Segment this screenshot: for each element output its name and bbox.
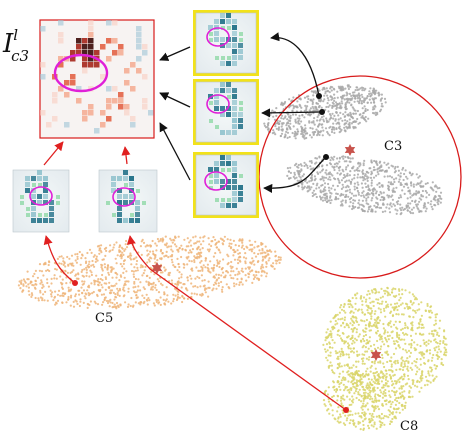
cluster-c3-points — [263, 84, 443, 216]
focus-ellipse — [204, 171, 228, 191]
cluster-c5-label: C5 — [95, 311, 113, 326]
focus-ellipse — [206, 27, 230, 47]
heatmap-title: Il c3 — [2, 26, 29, 65]
cluster-c5-centroid-star-icon — [151, 262, 163, 274]
arrow-c3-point2-to-thumb2 — [261, 108, 323, 118]
arrow-thumb1-to-heatmap — [159, 46, 191, 61]
c5-sample-point — [72, 280, 78, 286]
c3-sample-point-1 — [316, 93, 322, 99]
arrow-thumb2-to-heatmap — [159, 92, 191, 108]
arrow-c5-thumb2-to-heatmap — [121, 146, 131, 165]
arrow-c5-thumb1-to-heatmap — [43, 141, 64, 166]
arrows-black — [159, 32, 329, 193]
thumbnail-c5-sample-2 — [98, 169, 158, 233]
focus-ellipse — [53, 53, 109, 93]
thumbnail-c3-sample-3 — [193, 152, 259, 218]
focus-ellipse — [112, 187, 136, 207]
thumbnail-c3-sample-1 — [193, 10, 259, 76]
arrow-thumb3-to-heatmap — [159, 122, 191, 181]
c3-sample-point-3 — [323, 154, 329, 160]
arrow-c8-point-to-thumb2 — [126, 235, 347, 411]
arrows-red — [43, 141, 349, 413]
thumbnail-c5-sample-1 — [12, 169, 70, 233]
cluster-c3-label: C3 — [384, 139, 402, 154]
c8-sample-point — [343, 407, 349, 413]
arrow-c3-point3-to-thumb3 — [263, 156, 327, 193]
thumbnail-c3-sample-2 — [193, 79, 259, 145]
cluster-c3-centroid-star-icon — [344, 144, 356, 156]
cluster-c5-points — [17, 235, 282, 310]
c3-sample-point-2 — [319, 109, 325, 115]
focus-ellipse — [29, 186, 53, 206]
focus-ellipse — [206, 94, 230, 114]
cluster-c8-points — [322, 286, 448, 431]
heatmap-ic3 — [39, 19, 155, 139]
arrow-c5-point-to-thumb1 — [43, 235, 76, 284]
arrow-c3-point1-to-thumb1 — [270, 32, 320, 97]
cluster-c8-centroid-star-icon — [370, 349, 382, 361]
cluster-c8-label: C8 — [400, 419, 418, 434]
